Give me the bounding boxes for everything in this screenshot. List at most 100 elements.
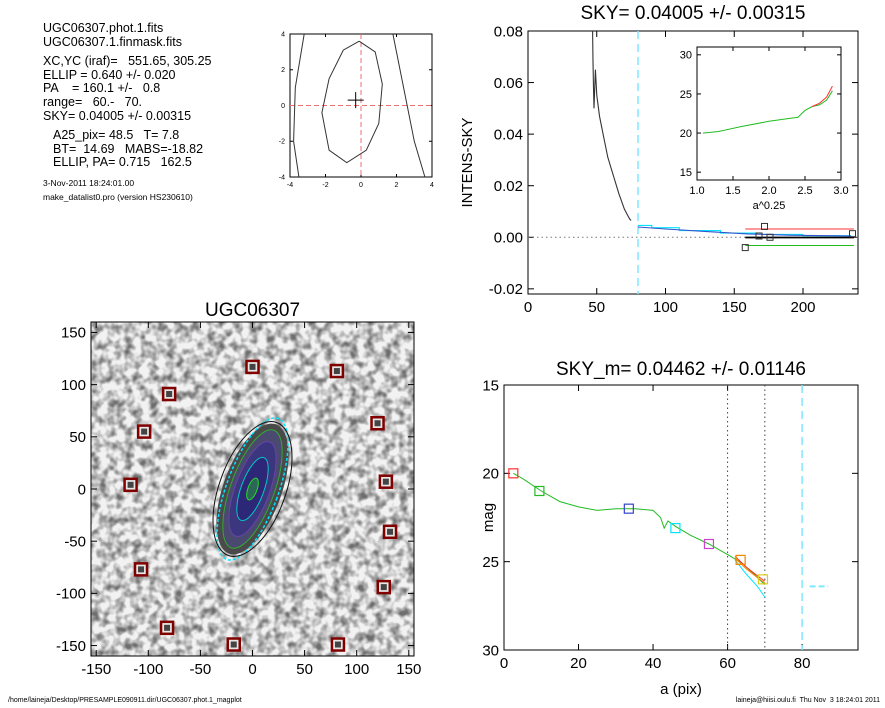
y-tick-label: -100 — [56, 586, 86, 603]
mask-box-center — [333, 368, 340, 375]
y-tick-label: -50 — [64, 533, 86, 550]
x-tick-label: 0 — [359, 182, 363, 189]
plot-frame — [527, 30, 859, 295]
x-tick-label: 4 — [430, 182, 434, 189]
x-tick-label: 50 — [296, 661, 313, 678]
y-tick-label: -0.02 — [489, 281, 523, 298]
y-tick-label: 25 — [680, 89, 692, 101]
contour-line — [392, 33, 426, 178]
x-tick-label: 2 — [395, 182, 399, 189]
file2-text: UGC06307.1.finmask.fits — [43, 34, 182, 49]
y-tick-label: -4 — [279, 174, 285, 181]
program-text: make_datalist0.pro (version HS230610) — [43, 191, 193, 202]
x-tick-label: 0 — [524, 299, 532, 316]
mag-marker-box — [508, 468, 519, 479]
sky-series-line — [592, 30, 632, 221]
sky-sample-box — [766, 233, 774, 241]
x-tick-label: -150 — [81, 661, 111, 678]
bt-text: BT= 14.69 MABS=-18.82 — [53, 141, 204, 156]
galaxy-disk — [216, 423, 289, 555]
ellip-pa-text: ELLIP, PA= 0.715 162.5 — [53, 155, 192, 170]
y-tick-label: 100 — [61, 377, 86, 394]
y-tick-label: 0.04 — [494, 126, 523, 143]
mask-box-center — [138, 566, 145, 573]
mask-box-center — [127, 481, 134, 488]
mag-series-line — [734, 556, 766, 582]
isophote-ellipse — [216, 417, 289, 561]
mask-box-center — [387, 528, 394, 535]
y-tick-label: 30 — [482, 642, 499, 659]
mag-series-line — [734, 559, 766, 598]
x-tick-label: 1.0 — [689, 185, 704, 197]
x-tick-label: 200 — [790, 299, 815, 316]
x-tick-label: 20 — [570, 655, 587, 672]
x-tick-label: 40 — [645, 655, 662, 672]
x-tick-label: -4 — [287, 182, 293, 189]
sky-sample-box — [849, 230, 856, 238]
x-tick-label: 80 — [794, 655, 811, 672]
y-tick-label: 20 — [680, 128, 692, 140]
isophote-ellipse — [246, 477, 259, 501]
footer-path: /home/laineja/Desktop/PRESAMPLE090911.di… — [8, 697, 242, 704]
ellip-text: ELLIP = 0.640 +/- 0.020 — [43, 67, 176, 82]
mask-box-center — [249, 363, 256, 370]
mask-box-center — [380, 584, 387, 591]
mag-plot-ylabel: mag — [480, 503, 497, 532]
y-tick-label: 50 — [69, 429, 86, 446]
y-tick-label: 0 — [281, 103, 285, 110]
mask-box-center — [166, 391, 173, 398]
mag-plot-title: SKY_m= 0.04462 +/- 0.01146 — [556, 359, 806, 380]
sky-sample-box — [761, 222, 768, 230]
mask-box-center — [230, 641, 237, 648]
y-tick-label: 0.08 — [494, 23, 523, 40]
date-text: 3-Nov-2011 18:24:01.00 — [43, 177, 135, 188]
sky-sample-box — [741, 244, 749, 252]
inset-series-line — [811, 85, 833, 107]
inset-mag-plot: 1.0 1.5 2.0 2.5 3.0 15 20 25 30 a^0.25 — [680, 46, 849, 212]
mask-box-center — [164, 624, 171, 631]
y-tick-label: 0.06 — [494, 75, 523, 92]
center-text: XC,YC (iraf)= 551.65, 305.25 — [43, 54, 212, 69]
header-info: UGC06307.phot.1.fits UGC06307.1.finmask.f… — [43, 21, 212, 204]
contour-plot: -4 -2 0 2 4 -4 -2 0 2 4 — [279, 31, 434, 189]
mag-marker-box — [623, 503, 634, 514]
y-tick-label: 2 — [281, 67, 285, 74]
mag-series-line — [734, 557, 766, 584]
mag-profile-plot: 0 20 40 60 80 15 20 25 30 SKY_m= 0.04462 +/- 0.01… — [480, 359, 859, 698]
footer-stamp: laineja@hiisi.oulu.fi Thu Nov 3 18:24:01… — [735, 697, 880, 704]
mag-marker-box — [757, 574, 769, 585]
mask-box-center — [334, 641, 341, 648]
x-tick-label: 150 — [396, 661, 421, 678]
y-tick-label: 0.02 — [494, 178, 523, 195]
x-tick-label: 100 — [653, 299, 678, 316]
y-tick-label: 150 — [61, 325, 86, 342]
y-tick-label: 15 — [680, 167, 692, 179]
x-tick-label: -2 — [322, 182, 328, 189]
y-tick-label: 0 — [78, 481, 86, 498]
y-tick-label: 15 — [482, 377, 499, 394]
range-text: range= 60.- 70. — [43, 94, 143, 109]
x-tick-label: 2.5 — [797, 185, 812, 197]
mask-box-center — [382, 478, 389, 485]
isophote-ellipse — [228, 441, 277, 537]
x-tick-label: 60 — [719, 655, 736, 672]
mag-marker-box — [735, 554, 746, 566]
contour-line — [321, 40, 383, 164]
x-tick-label: 0 — [500, 655, 508, 672]
y-tick-label: 30 — [680, 50, 692, 62]
x-tick-label: 50 — [588, 299, 605, 316]
mag-series-line — [513, 472, 766, 585]
outer-isophote — [212, 421, 293, 557]
x-tick-label: 0 — [248, 661, 256, 678]
x-tick-label: -50 — [190, 661, 212, 678]
y-tick-label: -2 — [279, 139, 285, 146]
plot-frame — [503, 384, 859, 651]
inset-background — [697, 47, 841, 180]
y-tick-label: -150 — [56, 638, 86, 655]
sky-profile-plot: 0 50 100 150 200 0.08 0.06 0.04 0.02 0.00 -0.02 SKY… — [459, 3, 859, 316]
mag-plot-xlabel: a (pix) — [660, 681, 702, 698]
y-tick-label: 0.00 — [494, 230, 523, 247]
mag-marker-box — [703, 538, 715, 550]
inset-xlabel: a^0.25 — [753, 200, 786, 212]
